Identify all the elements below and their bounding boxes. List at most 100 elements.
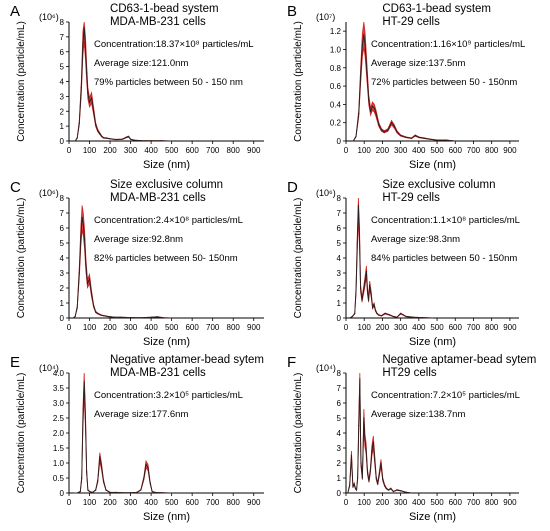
y-tick-label: 2 (337, 459, 342, 468)
x-tick-label: 500 (165, 498, 179, 507)
data-point (93, 110, 95, 112)
y-tick-label: 3.5 (53, 384, 65, 393)
y-exponent: (10⁷) (316, 12, 335, 22)
data-point (365, 447, 367, 449)
data-point (454, 140, 456, 142)
data-point (79, 490, 81, 493)
data-point (82, 224, 84, 226)
x-tick-label: 400 (144, 323, 158, 332)
data-point (389, 314, 391, 316)
data-point (84, 239, 86, 241)
data-point (369, 284, 371, 286)
x-tick-label: 200 (376, 323, 390, 332)
data-point (355, 489, 358, 491)
annotation-text: Average size:137.5nm (371, 58, 465, 69)
x-tick-label: 300 (394, 323, 408, 332)
y-exponent: (10⁴) (316, 363, 336, 373)
y-axis-label: Concentration (particle/mL) (16, 373, 27, 494)
data-point (347, 492, 349, 494)
data-point (361, 299, 363, 301)
data-point (97, 312, 99, 315)
data-point (359, 76, 362, 78)
data-point (143, 477, 145, 479)
data-point (396, 131, 398, 133)
data-point (105, 489, 107, 491)
data-point (373, 107, 375, 109)
annotation-text: 72% particles between 50 - 150nm (371, 77, 517, 88)
data-point (371, 105, 374, 107)
x-tick-label: 800 (485, 323, 499, 332)
data-point (365, 270, 367, 273)
y-tick-label: 6 (337, 399, 342, 408)
data-point (103, 137, 105, 139)
data-point (100, 314, 102, 316)
y-tick-label: 7 (337, 209, 342, 218)
data-point (393, 125, 395, 127)
data-point (359, 287, 362, 289)
data-point (154, 491, 156, 493)
data-point (149, 481, 151, 484)
y-tick-label: 4.0 (53, 369, 65, 378)
y-tick-label: 2 (60, 284, 65, 293)
data-point (384, 484, 386, 487)
x-tick-label: 100 (358, 498, 372, 507)
data-point (351, 315, 353, 318)
data-point (364, 44, 366, 46)
data-point (410, 492, 413, 494)
x-tick-label: 400 (412, 323, 426, 332)
x-axis-label: Size (nm) (409, 511, 456, 523)
x-tick-label: 0 (67, 498, 72, 507)
annotation-text: 79% particles between 50 - 150 nm (94, 77, 243, 88)
data-point (113, 316, 115, 318)
data-point (390, 122, 393, 124)
x-tick-label: 900 (503, 323, 517, 332)
x-tick-label: 700 (206, 146, 220, 155)
data-point (380, 462, 382, 464)
annotation-text: Average size:177.6nm (94, 409, 188, 420)
data-point (80, 234, 82, 237)
data-point (140, 139, 142, 142)
y-tick-label: 3 (60, 269, 65, 278)
y-tick-label: 4 (337, 254, 342, 263)
data-point (382, 478, 384, 481)
x-axis-label: Size (nm) (409, 159, 456, 171)
chart-title: Size exclusive column (110, 179, 223, 191)
x-tick-label: 900 (247, 498, 261, 507)
x-tick-label: 800 (227, 323, 241, 332)
y-exponent: (10⁶) (316, 188, 336, 198)
data-point (436, 139, 438, 141)
y-axis-label: Concentration (particle/mL) (293, 21, 304, 142)
data-point (358, 234, 361, 237)
data-point (150, 140, 152, 142)
data-point (361, 477, 363, 479)
data-point (82, 417, 84, 419)
y-tick-label: 6 (60, 224, 65, 233)
y-tick-label: 8 (60, 194, 65, 203)
data-point (396, 316, 398, 318)
data-point (390, 487, 392, 490)
data-point (363, 34, 365, 36)
chart-title: CD63-1-bead system (382, 3, 491, 15)
chart-subtitle: MDA-MB-231 cells (110, 192, 206, 204)
data-point (360, 462, 362, 464)
data-point (99, 132, 101, 135)
data-point (78, 122, 80, 124)
data-point (367, 299, 370, 301)
data-point (357, 477, 359, 479)
data-point (150, 316, 152, 318)
series-line (72, 217, 172, 319)
data-point (100, 465, 103, 467)
data-point (385, 487, 388, 490)
y-tick-label: 4 (60, 78, 65, 87)
data-point (129, 316, 132, 319)
y-tick-label: 0.8 (330, 64, 342, 73)
series-line (352, 34, 456, 142)
x-tick-label: 800 (227, 498, 241, 507)
y-tick-label: 1 (337, 299, 342, 308)
data-point (445, 139, 447, 141)
y-tick-label: 8 (60, 18, 65, 27)
data-point (423, 137, 425, 139)
annotation-text: 82% particles between 50- 150nm (94, 253, 238, 264)
